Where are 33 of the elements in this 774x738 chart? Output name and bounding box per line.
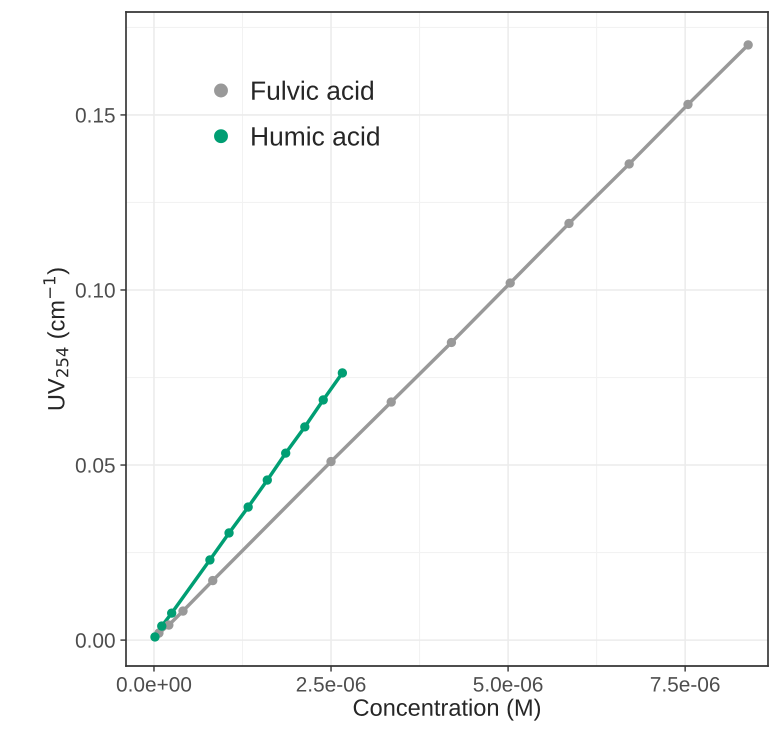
y-tick-label: 0.00 xyxy=(76,633,115,648)
point xyxy=(326,456,336,466)
point xyxy=(262,475,272,485)
y-tick-label: 0.05 xyxy=(76,458,115,473)
x-axis-title: Concentration (M) xyxy=(354,698,540,721)
point xyxy=(683,100,693,110)
point xyxy=(624,159,634,169)
point xyxy=(564,218,574,228)
y-tick-label: 0.10 xyxy=(76,282,115,298)
point xyxy=(446,338,456,348)
point xyxy=(157,621,166,631)
point xyxy=(150,632,160,642)
point xyxy=(224,528,234,538)
legend-label: Humic acid xyxy=(252,126,379,146)
x-tick-label: 7.5e-06 xyxy=(650,676,720,692)
point xyxy=(281,448,290,458)
point xyxy=(506,278,515,288)
x-tick-label: 0.0e+00 xyxy=(116,676,192,692)
point xyxy=(300,422,310,432)
point xyxy=(205,555,215,565)
y-tick-label: 0.15 xyxy=(76,108,115,123)
point xyxy=(318,395,328,405)
point xyxy=(244,502,253,512)
x-tick-label: 5.0e-06 xyxy=(474,676,542,692)
point xyxy=(338,368,348,378)
point xyxy=(386,397,396,407)
point xyxy=(178,606,188,616)
point xyxy=(167,608,176,618)
point xyxy=(744,40,753,50)
x-tick-label: 2.5e-06 xyxy=(296,676,366,692)
point xyxy=(208,576,218,586)
y-axis-title: UV$_{254}$ (cm$^{−1}$) xyxy=(43,268,70,410)
legend-label: Fulvic acid xyxy=(252,80,373,100)
